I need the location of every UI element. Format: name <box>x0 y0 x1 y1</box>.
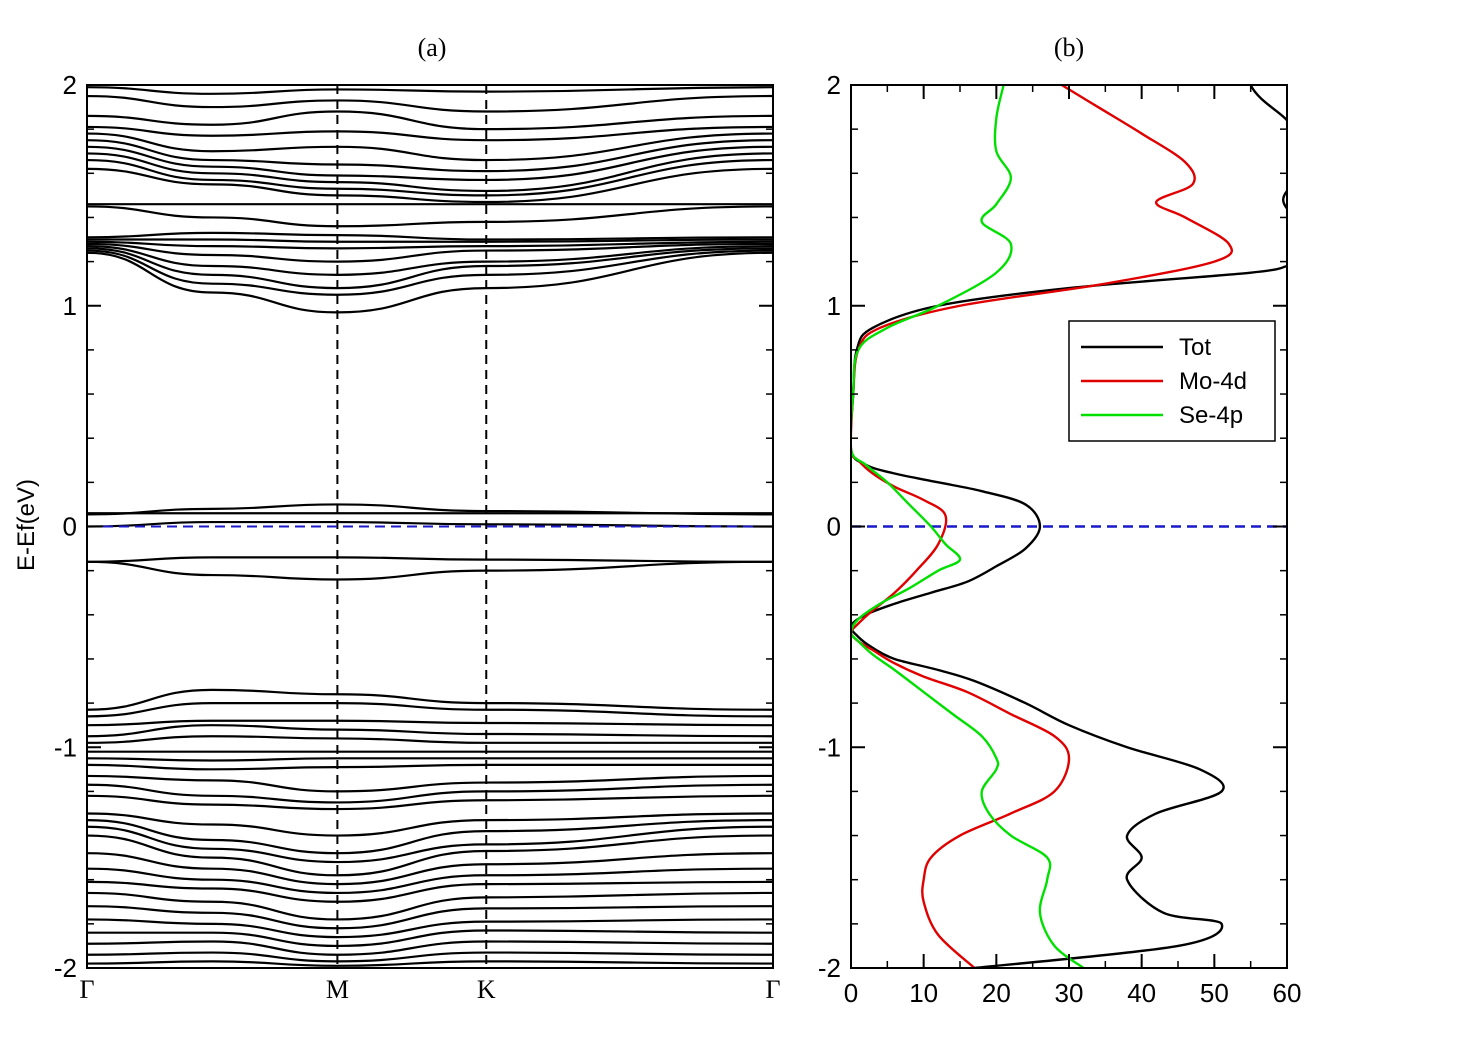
band-line-39 <box>86 834 774 877</box>
panel-a-title: (a) <box>418 33 447 62</box>
b-xtick-label: 10 <box>909 978 938 1008</box>
band-line-48 <box>86 951 774 963</box>
legend: Tot Mo-4d Se-4p <box>1068 320 1276 442</box>
band-line-34 <box>86 783 774 804</box>
legend-label-tot: Tot <box>1179 334 1211 361</box>
panel-a-frame <box>86 84 774 969</box>
band-line-32 <box>86 763 773 771</box>
band-line-44 <box>86 905 774 930</box>
band-line-7 <box>86 152 774 193</box>
b-xtick-label: 0 <box>844 978 858 1008</box>
band-line-42 <box>86 880 774 903</box>
band-line-33 <box>86 774 774 793</box>
b-ytick-label: -2 <box>818 953 841 983</box>
b-xtick-label: 60 <box>1273 978 1302 1008</box>
band-line-24 <box>86 560 774 581</box>
band-line-15 <box>86 242 774 263</box>
band-lines <box>86 86 774 967</box>
band-line-22 <box>86 520 774 528</box>
band-line-1 <box>86 94 774 113</box>
b-xtick-label: 30 <box>1055 978 1084 1008</box>
band-line-9 <box>86 167 774 204</box>
dos-line-mo-4d <box>851 85 1234 968</box>
band-line-47 <box>86 940 774 956</box>
band-line-27 <box>86 719 774 727</box>
band-line-28 <box>86 724 774 738</box>
band-line-46 <box>87 929 774 948</box>
a-ytick-label: 0 <box>63 512 77 542</box>
b-ytick-label: 1 <box>827 291 841 321</box>
band-line-21 <box>86 503 774 516</box>
kpoint-label-0: Γ <box>79 975 94 1004</box>
band-line-36 <box>86 812 774 837</box>
band-line-37 <box>86 818 774 855</box>
band-line-35 <box>86 794 774 811</box>
b-xtick-label: 50 <box>1200 978 1229 1008</box>
a-ytick-label: 1 <box>63 291 77 321</box>
band-line-40 <box>86 852 774 886</box>
band-line-2 <box>86 110 774 131</box>
band-line-16 <box>86 245 774 276</box>
band-line-4 <box>86 132 774 162</box>
band-line-18 <box>86 249 774 296</box>
band-line-31 <box>86 757 773 762</box>
b-xtick-label: 20 <box>982 978 1011 1008</box>
b-ytick-label: 0 <box>827 512 841 542</box>
band-line-5 <box>86 139 774 173</box>
legend-label-se-4p: Se-4p <box>1179 402 1243 429</box>
b-ytick-label: -1 <box>818 732 841 762</box>
legend-label-mo-4d: Mo-4d <box>1179 368 1247 395</box>
band-line-17 <box>86 247 774 290</box>
band-line-43 <box>86 891 774 921</box>
band-line-6 <box>86 145 774 182</box>
a-ytick-label: -1 <box>54 732 77 762</box>
panel-b-frame <box>850 84 1288 969</box>
panel-b-ticks: 210-1-20 10 20 30 40 50 60 <box>818 70 1302 1008</box>
panel-b-title: (b) <box>1054 33 1084 62</box>
kpoint-label-1: M <box>326 975 349 1004</box>
band-line-38 <box>86 825 774 864</box>
band-line-3 <box>86 125 774 142</box>
band-line-26 <box>86 701 774 718</box>
band-line-0 <box>86 86 774 95</box>
band-line-41 <box>86 867 774 895</box>
dos-line-se-4p <box>851 85 1085 968</box>
band-line-13 <box>86 238 774 243</box>
dos-line-tot-fragment <box>1249 85 1287 122</box>
band-line-45 <box>86 918 774 939</box>
band-line-11 <box>86 205 774 228</box>
band-line-49 <box>86 960 774 967</box>
band-structure-panel: (a) E-Ef(eV) Γ M K Γ 2 1 0 -1 -2 <box>13 33 781 1004</box>
dos-series <box>851 85 1287 968</box>
kpoint-label-3: Γ <box>765 975 780 1004</box>
a-ytick-label: 2 <box>63 70 77 100</box>
b-xtick-label: 40 <box>1127 978 1156 1008</box>
band-line-23 <box>86 556 774 563</box>
band-line-19 <box>86 251 774 314</box>
kpoint-label-2: K <box>477 975 496 1004</box>
band-line-12 <box>86 231 774 241</box>
band-line-14 <box>86 240 774 250</box>
dos-line-tot-fragment <box>1281 190 1287 210</box>
band-line-25 <box>86 688 774 711</box>
a-ytick-label: -2 <box>54 953 77 983</box>
band-line-29 <box>86 735 773 744</box>
band-line-8 <box>86 158 774 197</box>
y-axis-label: E-Ef(eV) <box>13 479 40 571</box>
b-ytick-label: 2 <box>827 70 841 100</box>
